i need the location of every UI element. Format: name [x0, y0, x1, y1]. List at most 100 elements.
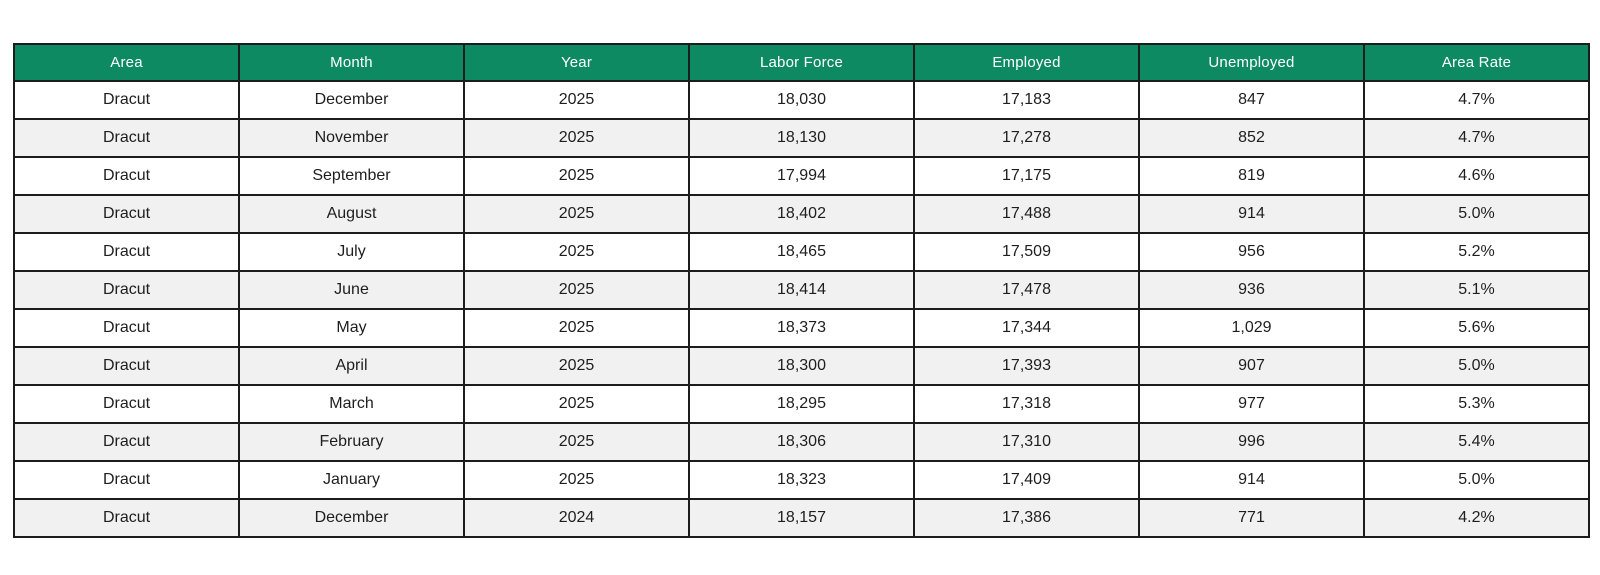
table-cell: 17,386: [913, 498, 1140, 538]
table-cell: 5.0%: [1363, 346, 1590, 386]
table-cell: 4.7%: [1363, 118, 1590, 158]
table-cell: 17,183: [913, 80, 1140, 120]
table-cell: 2025: [463, 156, 690, 196]
table-cell: 18,414: [688, 270, 915, 310]
table-cell: 18,465: [688, 232, 915, 272]
table-cell: 2025: [463, 384, 690, 424]
table-row: Dracut May 2025 18,373 17,344 1,029 5.6%: [13, 308, 1590, 348]
table-cell: Dracut: [13, 156, 240, 196]
table-cell: 17,278: [913, 118, 1140, 158]
table-cell: 18,300: [688, 346, 915, 386]
table-cell: Dracut: [13, 346, 240, 386]
table-cell: Dracut: [13, 118, 240, 158]
table-cell: December: [238, 80, 465, 120]
table-row: Dracut February 2025 18,306 17,310 996 5.4%: [13, 422, 1590, 462]
table-row: Dracut August 2025 18,402 17,488 914 5.0%: [13, 194, 1590, 234]
table-cell: 5.1%: [1363, 270, 1590, 310]
table-cell: Dracut: [13, 232, 240, 272]
table-cell: 771: [1138, 498, 1365, 538]
table-cell: 2025: [463, 232, 690, 272]
table-row: Dracut January 2025 18,323 17,409 914 5.0%: [13, 460, 1590, 500]
table-cell: 5.6%: [1363, 308, 1590, 348]
table-row: Dracut December 2025 18,030 17,183 847 4.7%: [13, 80, 1590, 120]
table-cell: Dracut: [13, 194, 240, 234]
table-cell: 17,393: [913, 346, 1140, 386]
table-cell: 18,295: [688, 384, 915, 424]
table-cell: 2025: [463, 460, 690, 500]
table-cell: 18,306: [688, 422, 915, 462]
table-cell: 2025: [463, 80, 690, 120]
header-cell-year: Year: [463, 43, 690, 82]
table-cell: 5.4%: [1363, 422, 1590, 462]
table-cell: Dracut: [13, 498, 240, 538]
table-cell: 18,157: [688, 498, 915, 538]
table-header-row: Area Month Year Labor Force Employed Unemploy…: [13, 43, 1590, 82]
table-row: Dracut March 2025 18,295 17,318 977 5.3%: [13, 384, 1590, 424]
table-cell: January: [238, 460, 465, 500]
table-cell: Dracut: [13, 270, 240, 310]
table-cell: 5.3%: [1363, 384, 1590, 424]
table-cell: 17,478: [913, 270, 1140, 310]
table-cell: 2025: [463, 308, 690, 348]
table-row: Dracut June 2025 18,414 17,478 936 5.1%: [13, 270, 1590, 310]
table-row: Dracut November 2025 18,130 17,278 852 4.7%: [13, 118, 1590, 158]
table-cell: May: [238, 308, 465, 348]
table-cell: 2025: [463, 118, 690, 158]
table-body: Dracut December 2025 18,030 17,183 847 4.7% Dra…: [13, 80, 1590, 538]
table-cell: Dracut: [13, 460, 240, 500]
table-cell: February: [238, 422, 465, 462]
table-row: Dracut April 2025 18,300 17,393 907 5.0%: [13, 346, 1590, 386]
table-row: Dracut July 2025 18,465 17,509 956 5.2%: [13, 232, 1590, 272]
table-cell: 2024: [463, 498, 690, 538]
labor-statistics-table-container: Area Month Year Labor Force Employed Unemploy…: [13, 43, 1590, 538]
table-cell: March: [238, 384, 465, 424]
table-cell: Dracut: [13, 384, 240, 424]
header-cell-area: Area: [13, 43, 240, 82]
table-cell: 17,509: [913, 232, 1140, 272]
table-cell: November: [238, 118, 465, 158]
table-cell: 18,323: [688, 460, 915, 500]
table-cell: 4.2%: [1363, 498, 1590, 538]
table-cell: 18,373: [688, 308, 915, 348]
table-cell: December: [238, 498, 465, 538]
table-cell: 5.0%: [1363, 460, 1590, 500]
table-cell: 17,994: [688, 156, 915, 196]
labor-statistics-table: Area Month Year Labor Force Employed Unemploy…: [13, 43, 1590, 538]
table-cell: 996: [1138, 422, 1365, 462]
table-cell: 936: [1138, 270, 1365, 310]
table-cell: Dracut: [13, 80, 240, 120]
table-cell: 17,175: [913, 156, 1140, 196]
table-cell: September: [238, 156, 465, 196]
table-cell: 907: [1138, 346, 1365, 386]
table-cell: 2025: [463, 270, 690, 310]
table-cell: 17,344: [913, 308, 1140, 348]
table-cell: 18,030: [688, 80, 915, 120]
table-cell: June: [238, 270, 465, 310]
table-cell: 2025: [463, 194, 690, 234]
header-cell-unemployed: Unemployed: [1138, 43, 1365, 82]
table-cell: April: [238, 346, 465, 386]
table-cell: 914: [1138, 194, 1365, 234]
table-row: Dracut December 2024 18,157 17,386 771 4.2%: [13, 498, 1590, 538]
table-header: Area Month Year Labor Force Employed Unemploy…: [13, 43, 1590, 82]
table-cell: 2025: [463, 346, 690, 386]
table-cell: 847: [1138, 80, 1365, 120]
table-cell: 819: [1138, 156, 1365, 196]
table-cell: Dracut: [13, 422, 240, 462]
table-cell: 17,318: [913, 384, 1140, 424]
header-cell-labor-force: Labor Force: [688, 43, 915, 82]
table-cell: 1,029: [1138, 308, 1365, 348]
table-cell: Dracut: [13, 308, 240, 348]
table-cell: July: [238, 232, 465, 272]
header-cell-employed: Employed: [913, 43, 1140, 82]
table-cell: 4.6%: [1363, 156, 1590, 196]
table-row: Dracut September 2025 17,994 17,175 819 4.6%: [13, 156, 1590, 196]
table-cell: 914: [1138, 460, 1365, 500]
table-cell: August: [238, 194, 465, 234]
table-cell: 18,402: [688, 194, 915, 234]
header-cell-month: Month: [238, 43, 465, 82]
table-cell: 2025: [463, 422, 690, 462]
table-cell: 17,409: [913, 460, 1140, 500]
header-cell-area-rate: Area Rate: [1363, 43, 1590, 82]
table-cell: 5.0%: [1363, 194, 1590, 234]
